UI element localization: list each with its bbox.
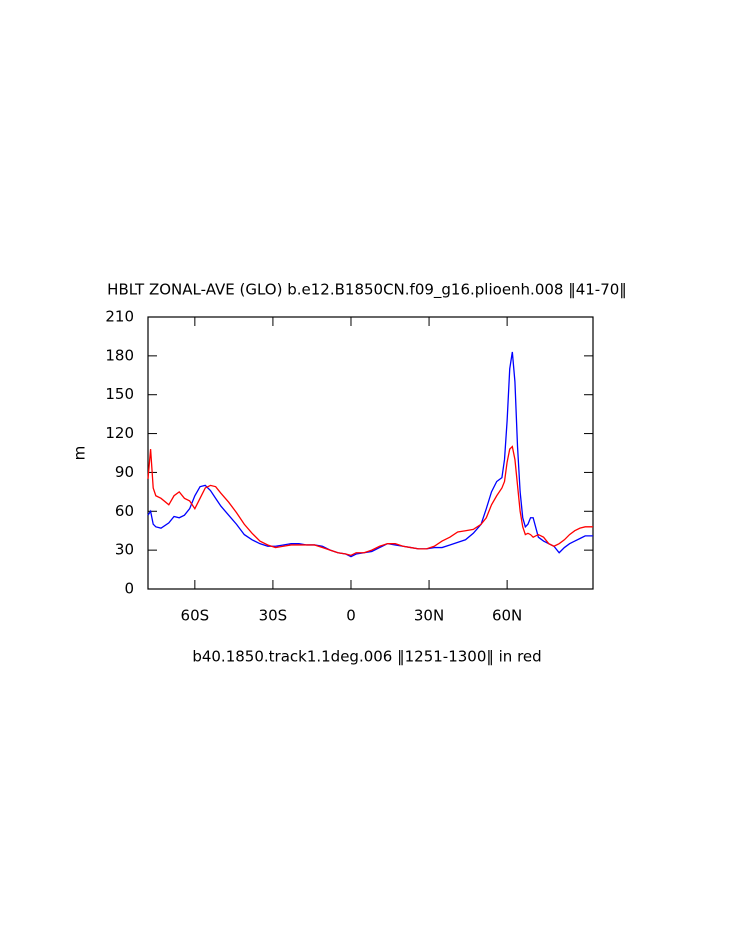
x-tick-label: 30S [259,607,288,625]
y-tick-label: 180 [105,346,134,364]
chart-title: HBLT ZONAL-AVE (GLO) b.e12.B1850CN.f09_g… [107,281,627,300]
y-tick-label: 0 [124,580,134,598]
x-tick-label: 30N [414,607,444,625]
x-tick-label: 60N [492,607,522,625]
y-tick-label: 90 [115,463,134,481]
series-line [147,351,593,558]
y-tick-label: 210 [105,308,134,326]
y-axis-label: m [71,446,89,461]
series-line [147,445,593,557]
plot-frame [147,316,594,590]
y-tick-label: 30 [115,541,134,559]
y-tick-label: 150 [105,385,134,403]
y-tick-label: 60 [115,502,134,520]
x-tick-label: 60S [181,607,210,625]
x-axis-label: b40.1850.track1.1deg.006 ‖1251-1300‖ in … [192,648,541,666]
y-tick-label: 120 [105,424,134,442]
x-tick-label: 0 [346,607,356,625]
